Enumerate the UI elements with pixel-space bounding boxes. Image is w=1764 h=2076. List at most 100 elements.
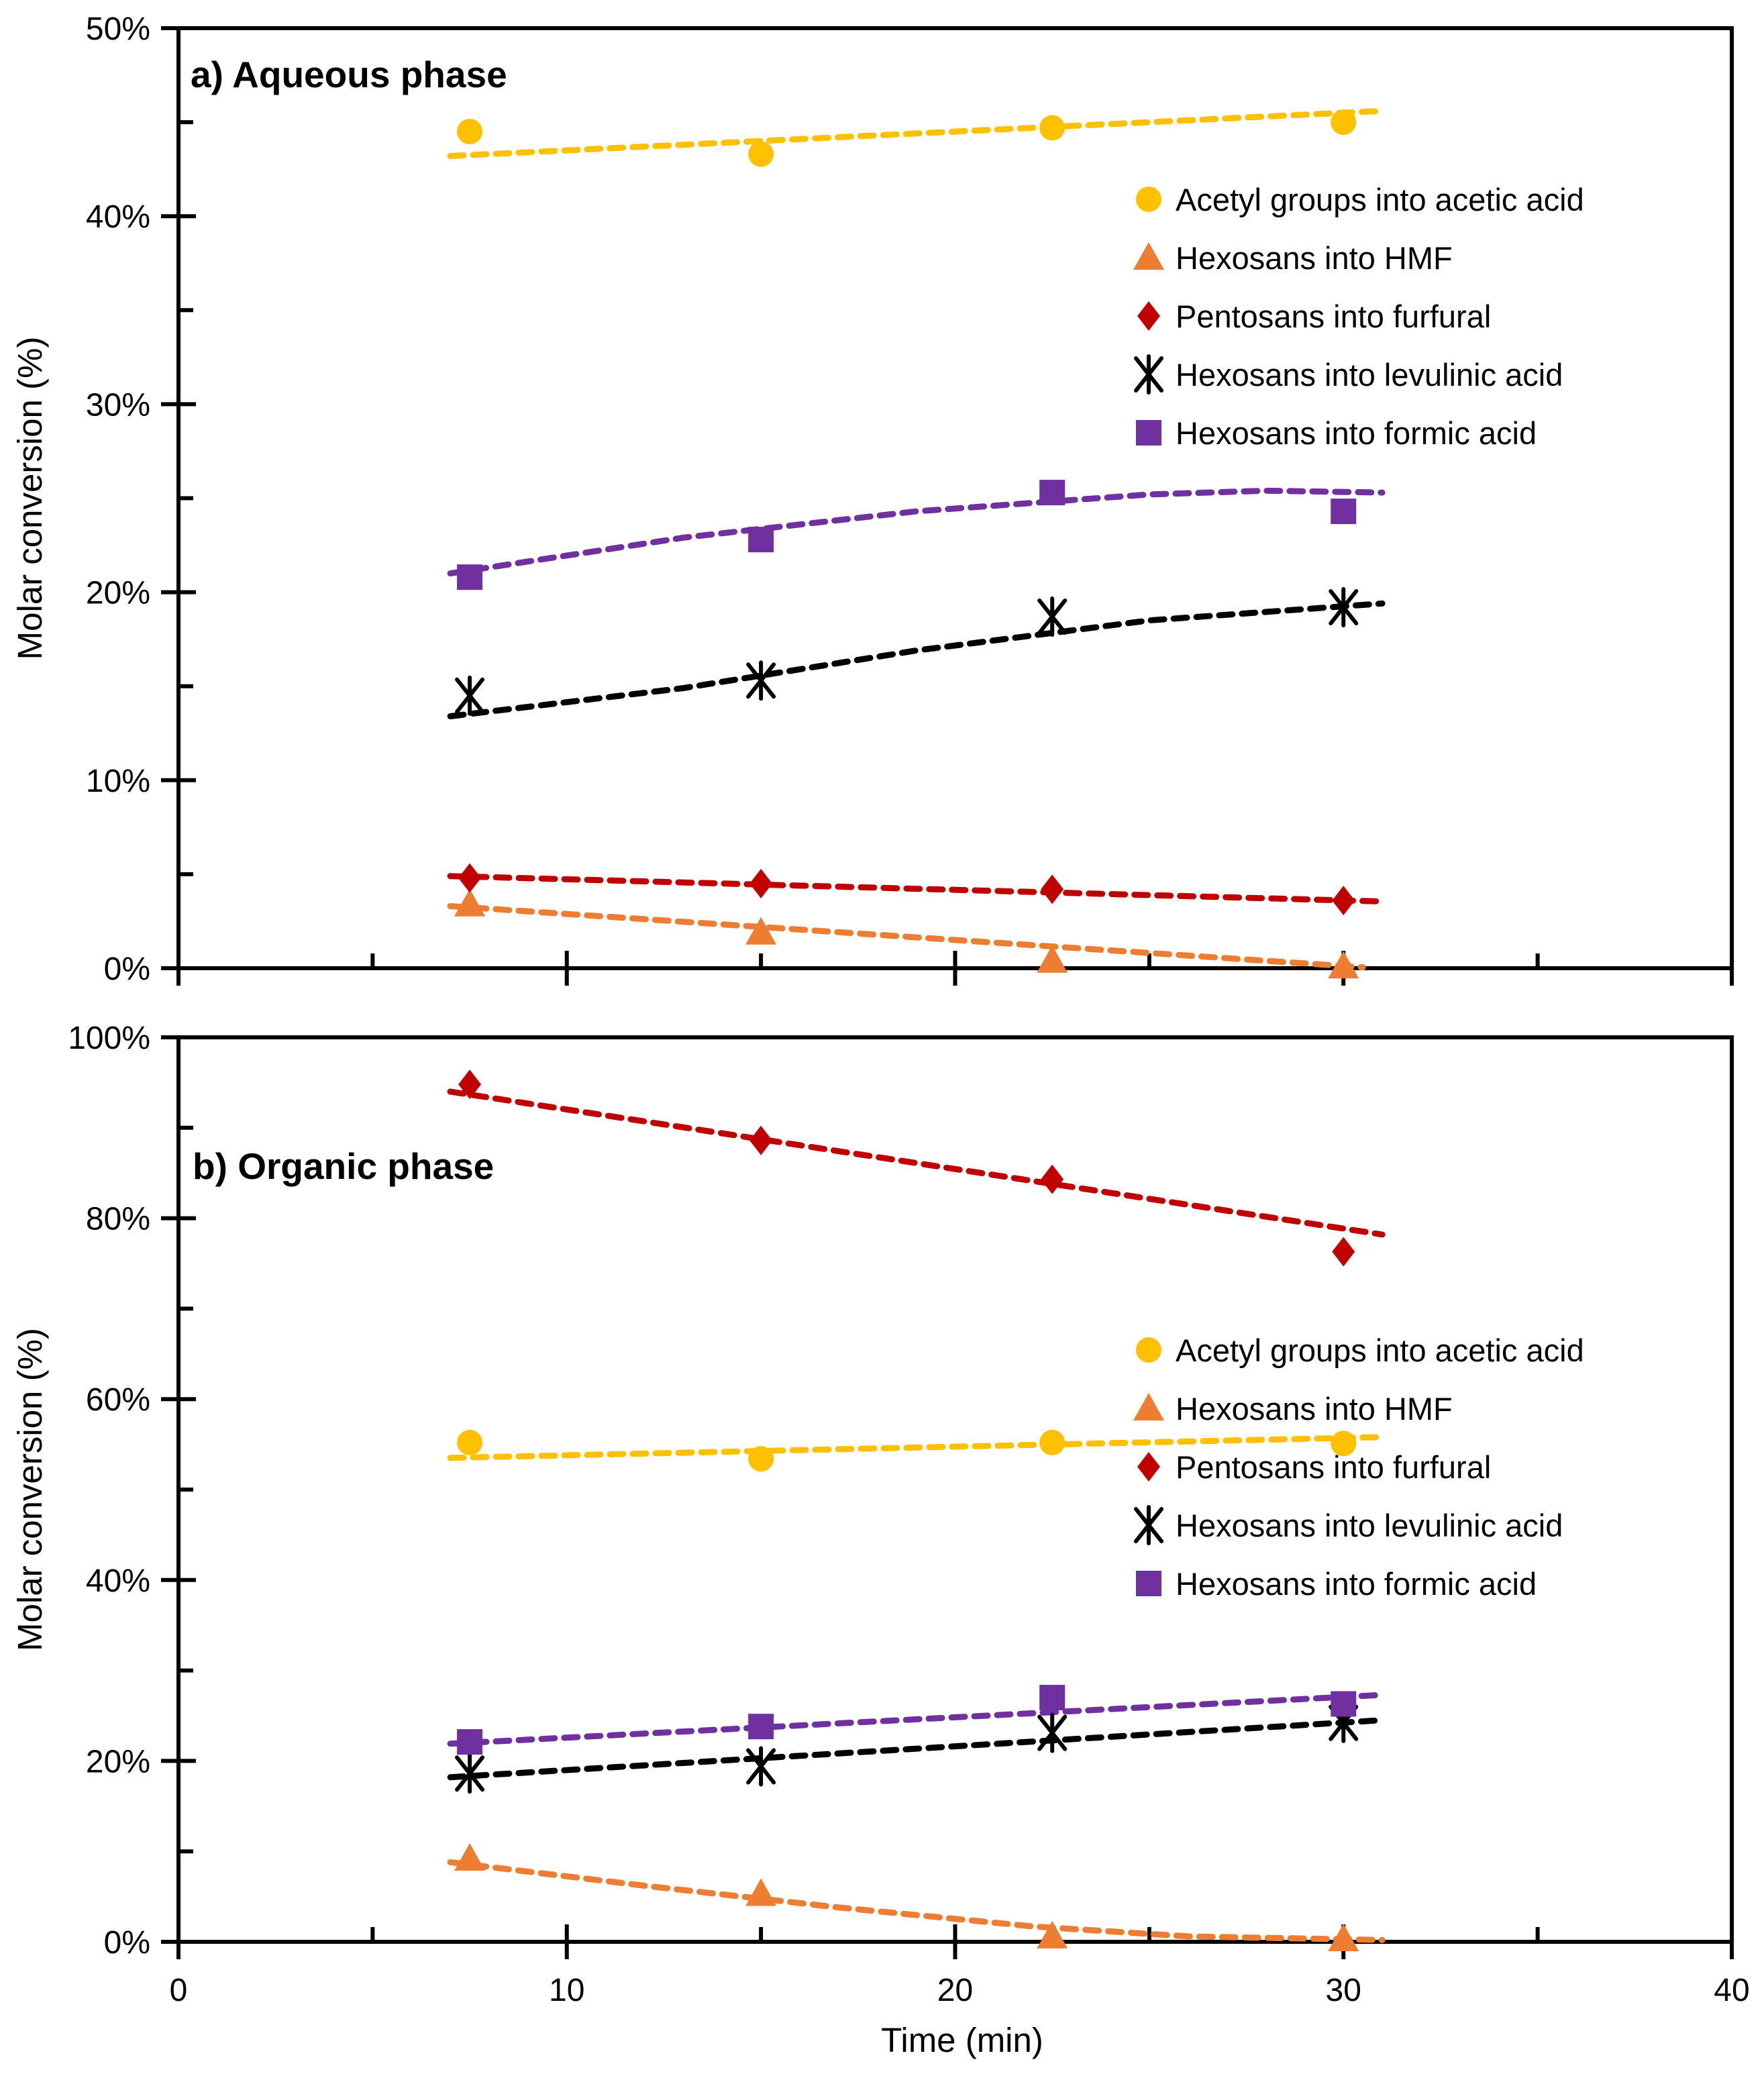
trendline-furfural — [447, 873, 1386, 904]
legend: Acetyl groups into acetic acid Hexosans i… — [1133, 1333, 1584, 1602]
legend-label: Acetyl groups into acetic acid — [1176, 1333, 1584, 1368]
data-point-levulinic-1 — [455, 1753, 485, 1794]
legend-label: Hexosans into formic acid — [1176, 415, 1537, 451]
trendline-formic — [447, 487, 1386, 577]
trendline-acetic — [447, 107, 1386, 159]
data-point-formic-4 — [1331, 1691, 1357, 1717]
data-point-levulinic-3 — [1037, 1712, 1068, 1753]
y-tick-label: 80% — [86, 1202, 150, 1237]
data-point-acetic-2 — [748, 141, 774, 167]
y-tick-label: 20% — [86, 576, 150, 611]
trendline-levulinic — [447, 1717, 1386, 1781]
data-point-hmf-3 — [1037, 1920, 1068, 1949]
trendline-formic — [447, 1692, 1386, 1747]
data-point-levulinic-2 — [746, 1746, 776, 1787]
data-point-acetic-2 — [748, 1446, 774, 1472]
y-axis-label: Molar conversion (%) — [11, 1328, 49, 1651]
square-legend-icon — [1136, 420, 1161, 446]
y-tick-label: 0% — [104, 951, 150, 987]
data-point-formic-4 — [1331, 499, 1357, 525]
x-tick-label: 0 — [170, 1973, 188, 2008]
data-point-acetic-4 — [1331, 109, 1357, 136]
data-point-hmf-1 — [454, 1843, 486, 1871]
data-point-formic-2 — [748, 527, 774, 553]
trendline-levulinic — [447, 600, 1386, 719]
data-point-hmf-4 — [1328, 1923, 1359, 1951]
legend-item-formic: Hexosans into formic acid — [1136, 415, 1537, 451]
data-point-hmf-3 — [1037, 945, 1068, 973]
trendline-furfural — [447, 1088, 1386, 1238]
data-point-hmf-4 — [1328, 951, 1359, 979]
data-point-furfural-2 — [749, 868, 773, 898]
plot-frame — [176, 26, 1734, 970]
triangle-legend-icon — [1133, 242, 1164, 270]
legend-item-acetic: Acetyl groups into acetic acid — [1136, 1333, 1584, 1368]
panel-a: 0% 10% 20% 30% 40% 50% a) Aqueous phase Molar c… — [11, 11, 1734, 987]
x-tick-label: 10 — [549, 1973, 584, 2008]
y-tick-label: 20% — [86, 1744, 150, 1779]
x-tick-label: 40 — [1714, 1973, 1749, 2008]
circle-legend-icon — [1136, 187, 1161, 212]
y-tick-label: 40% — [86, 1563, 150, 1599]
triangle-legend-icon — [1133, 1393, 1164, 1420]
square-legend-icon — [1136, 1571, 1161, 1596]
data-point-hmf-2 — [745, 1878, 777, 1906]
y-tick-label: 40% — [86, 199, 150, 235]
data-point-formic-3 — [1039, 480, 1066, 506]
x-tick-label: 30 — [1326, 1973, 1361, 2008]
y-tick-label: 30% — [86, 387, 150, 423]
legend-item-levulinic: Hexosans into levulinic acid — [1134, 1505, 1563, 1545]
trendline-acetic — [447, 1434, 1386, 1461]
legend-label: Pentosans into furfural — [1176, 1449, 1491, 1485]
x-tick-label: 20 — [937, 1973, 973, 2008]
circle-legend-icon — [1136, 1337, 1161, 1363]
panel-title: a) Aqueous phase — [191, 54, 507, 95]
trendline-hmf — [447, 903, 1366, 971]
data-point-formic-1 — [457, 1729, 483, 1755]
data-point-levulinic-3 — [1037, 596, 1068, 637]
legend-label: Hexosans into levulinic acid — [1176, 1508, 1563, 1543]
y-tick-label: 100% — [68, 1021, 150, 1056]
data-point-furfural-4 — [1332, 1237, 1355, 1267]
legend-item-furfural: Pentosans into furfural — [1137, 1449, 1491, 1485]
legend-label: Hexosans into HMF — [1176, 240, 1453, 276]
data-point-acetic-4 — [1331, 1431, 1357, 1457]
panel-title: b) Organic phase — [193, 1145, 494, 1187]
data-point-levulinic-2 — [746, 660, 776, 701]
legend-label: Hexosans into formic acid — [1176, 1566, 1537, 1602]
legend-item-furfural: Pentosans into furfural — [1137, 299, 1491, 334]
legend-label: Pentosans into furfural — [1176, 299, 1491, 334]
data-point-furfural-2 — [749, 1125, 773, 1155]
data-point-furfural-3 — [1041, 874, 1064, 904]
data-point-formic-2 — [748, 1714, 774, 1740]
y-tick-label: 60% — [86, 1382, 150, 1418]
legend-item-hmf: Hexosans into HMF — [1133, 240, 1453, 276]
star-legend-icon — [1134, 354, 1163, 395]
data-point-hmf-1 — [454, 888, 486, 917]
y-tick-label: 10% — [86, 764, 150, 799]
data-point-formic-1 — [457, 564, 483, 590]
legend-label: Hexosans into HMF — [1176, 1391, 1453, 1426]
data-point-levulinic-1 — [455, 675, 485, 716]
y-tick-label: 50% — [86, 11, 150, 47]
panel-b: 0% 20% 40% 60% 80% 100% 0 10 20 30 40 b) Organic ph… — [11, 1021, 1750, 2059]
data-point-furfural-1 — [458, 1070, 482, 1100]
data-point-levulinic-4 — [1329, 587, 1359, 628]
data-point-acetic-3 — [1039, 1429, 1066, 1455]
data-point-furfural-1 — [458, 863, 482, 893]
legend-item-hmf: Hexosans into HMF — [1133, 1391, 1453, 1426]
legend-label: Acetyl groups into acetic acid — [1176, 182, 1584, 217]
data-point-hmf-2 — [745, 917, 777, 945]
legend: Acetyl groups into acetic acid Hexosans i… — [1133, 182, 1584, 451]
legend-item-levulinic: Hexosans into levulinic acid — [1134, 354, 1563, 395]
data-point-furfural-4 — [1332, 886, 1355, 916]
legend-item-acetic: Acetyl groups into acetic acid — [1136, 182, 1584, 217]
legend-label: Hexosans into levulinic acid — [1176, 357, 1563, 393]
data-point-furfural-3 — [1041, 1164, 1064, 1194]
x-axis-title: Time (min) — [881, 2021, 1043, 2059]
legend-item-formic: Hexosans into formic acid — [1136, 1566, 1537, 1602]
trendline-hmf — [447, 1859, 1386, 1943]
diamond-legend-icon — [1137, 1452, 1160, 1482]
